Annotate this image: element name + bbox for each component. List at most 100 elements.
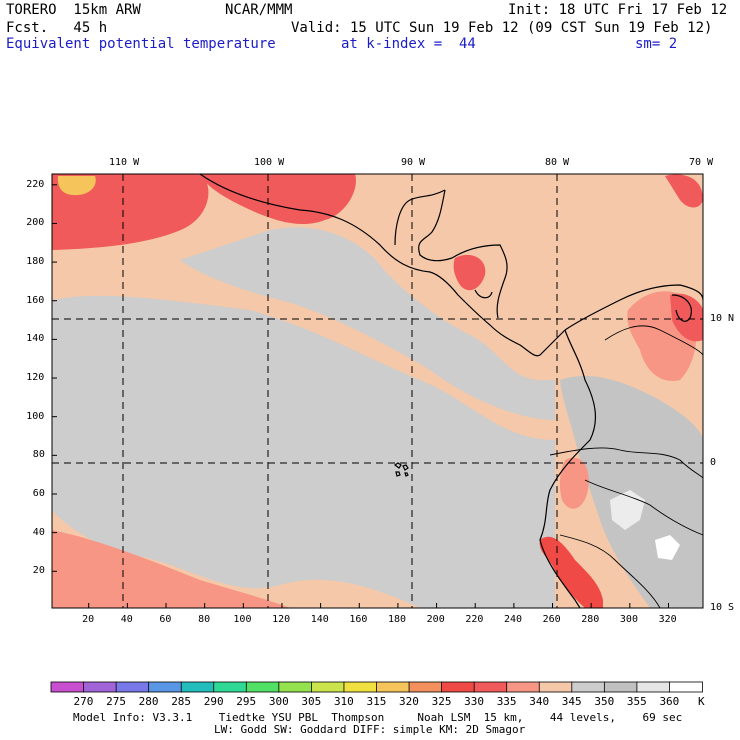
axis-ticks — [52, 184, 669, 608]
red-region-nw — [52, 174, 209, 250]
colorbar-swatch — [180, 681, 215, 693]
x-tick-label: 60 — [159, 614, 172, 625]
temperature-field — [52, 174, 703, 608]
x-tick-label: 80 — [198, 614, 211, 625]
level-index: at k-index = 44 — [341, 36, 476, 52]
colorbar-swatch — [473, 681, 508, 693]
y-tick-label: 140 — [26, 333, 45, 345]
colorbar-level-label: 360 — [659, 695, 680, 708]
colorbar-level-label: 355 — [626, 695, 647, 708]
colorbar — [50, 681, 703, 693]
colorbar-level-label: 315 — [366, 695, 387, 708]
lat-label-10s: 10 S — [710, 602, 735, 613]
x-tick-label: 320 — [658, 614, 677, 625]
x-tick-label: 200 — [426, 614, 445, 625]
x-tick-label: 40 — [120, 614, 133, 625]
red-region-mexico — [200, 174, 356, 225]
field-name: Equivalent potential temperature — [6, 36, 276, 52]
colorbar-swatch — [278, 681, 313, 693]
colorbar-swatch — [213, 681, 248, 693]
colorbar-swatch — [310, 681, 345, 693]
x-tick-label: 20 — [82, 614, 95, 625]
colorbar-swatch — [571, 681, 606, 693]
colorbar-level-label: 335 — [496, 695, 517, 708]
colorbar-level-label: 290 — [203, 695, 224, 708]
y-tick-label: 40 — [32, 526, 45, 538]
lat-label-0: 0 — [710, 457, 717, 468]
x-tick-label: 220 — [465, 614, 484, 625]
lon-label-70w: 70 W — [689, 157, 714, 168]
red-region-venezuela — [670, 293, 703, 342]
colorbar-swatch — [603, 681, 638, 693]
lat-label-10n: 10 N — [710, 313, 735, 324]
grey-region-west — [52, 384, 161, 455]
colorbar-level-label: 345 — [561, 695, 582, 708]
y-tick-label: 60 — [32, 487, 45, 499]
model-info-line1: Model Info: V3.3.1 Tiedtke YSU PBL Thomp… — [73, 711, 683, 724]
plot-frame — [51, 173, 704, 609]
red-region-peru — [539, 536, 603, 608]
colorbar-unit: K — [698, 695, 705, 708]
lon-label-80w: 80 W — [545, 157, 570, 168]
forecast-hour: Fcst. 45 h — [6, 20, 108, 36]
x-tick-label: 160 — [349, 614, 368, 625]
colorbar-level-label: 330 — [464, 695, 485, 708]
colorbar-swatch — [538, 681, 573, 693]
grey-region-central — [52, 295, 555, 608]
y-tick-label: 200 — [26, 217, 45, 229]
y-tick-label: 180 — [26, 256, 45, 268]
orange-patch-nw — [57, 176, 96, 196]
colorbar-level-label: 300 — [268, 695, 289, 708]
salmon-patch-peru-south — [52, 530, 290, 608]
colorbar-level-label: 280 — [138, 695, 159, 708]
colorbar-level-label: 275 — [106, 695, 126, 708]
colorbar-swatch — [245, 681, 280, 693]
coastlines — [199, 173, 704, 609]
init-time: Init: 18 UTC Fri 17 Feb 12 — [508, 2, 728, 18]
lon-label-100w: 100 W — [254, 157, 285, 168]
x-tick-label: 180 — [388, 614, 407, 625]
colorbar-swatch — [148, 681, 183, 693]
red-region-guatemala — [453, 254, 486, 291]
colorbar-level-label: 270 — [73, 695, 94, 708]
x-tick-label: 260 — [542, 614, 561, 625]
colorbar-level-label: 350 — [594, 695, 615, 708]
colorbar-swatch — [50, 681, 85, 693]
colorbar-level-label: 325 — [431, 695, 452, 708]
red-region-caribbean-ne — [665, 174, 703, 208]
valid-time: Valid: 15 UTC Sun 19 Feb 12 (09 CST Sun … — [291, 20, 713, 36]
colorbar-swatch — [376, 681, 410, 693]
x-tick-label: 280 — [581, 614, 600, 625]
colorbar-level-label: 285 — [171, 695, 192, 708]
y-tick-label: 220 — [26, 178, 45, 190]
center-name: NCAR/MMM — [225, 2, 293, 18]
lon-label-110w: 110 W — [109, 157, 140, 168]
colorbar-level-label: 295 — [236, 695, 257, 708]
x-tick-label: 120 — [272, 614, 291, 625]
colorbar-level-label: 310 — [333, 695, 354, 708]
graticule — [52, 174, 703, 608]
y-tick-label: 20 — [32, 565, 45, 577]
white-patch-2 — [655, 535, 680, 560]
colorbar-level-label: 305 — [301, 695, 322, 708]
colorbar-swatch — [636, 681, 671, 693]
colorbar-swatch — [115, 681, 150, 693]
salmon-patch-ecuador — [559, 457, 589, 509]
colorbar-swatch — [441, 681, 476, 693]
grey-region-north — [180, 227, 555, 420]
model-name: TORERO 15km ARW — [6, 2, 141, 18]
colorbar-swatch — [506, 681, 541, 693]
colorbar-level-label: 340 — [529, 695, 550, 708]
model-info-line2: LW: Godd SW: Goddard DIFF: simple KM: 2D… — [214, 723, 526, 736]
colorbar-swatch — [343, 681, 378, 693]
x-tick-label: 100 — [233, 614, 252, 625]
smoothing: sm= 2 — [635, 36, 678, 52]
y-tick-label: 120 — [26, 372, 45, 384]
y-tick-label: 80 — [32, 449, 45, 461]
lon-label-90w: 90 W — [401, 157, 426, 168]
colorbar-swatch — [83, 681, 118, 693]
colorbar-swatch — [408, 681, 443, 693]
colorbar-level-label: 320 — [399, 695, 419, 708]
y-tick-label: 160 — [26, 294, 45, 306]
